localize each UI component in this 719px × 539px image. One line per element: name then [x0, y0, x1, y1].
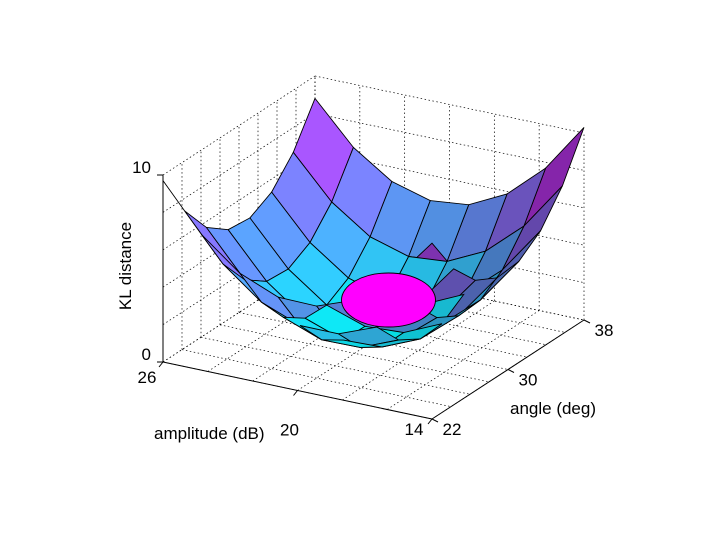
y-tick-label: 22 — [443, 420, 462, 439]
minimum-marker-layer — [341, 272, 436, 328]
floor-gridline — [200, 336, 471, 395]
y-tick-mark — [431, 418, 439, 423]
x-tick-mark — [427, 418, 433, 425]
y-tick-label: 30 — [519, 371, 538, 390]
x-axis-label: amplitude (dB) — [154, 424, 265, 443]
y-axis-label: angle (deg) — [510, 399, 596, 418]
y-tick-label: 38 — [595, 321, 614, 340]
x-tick-label: 14 — [405, 420, 424, 439]
tick-labels: 0 10 26 20 14 22 30 38 — [132, 158, 613, 440]
x-tick-mark — [158, 361, 164, 368]
floor-gridline — [181, 349, 452, 407]
y-tick-mark — [507, 369, 515, 373]
x-tick-label: 26 — [138, 368, 157, 387]
axis-labels: KL distance amplitude (dB) angle (deg) — [116, 222, 596, 443]
y-tick-mark — [583, 319, 591, 324]
x-tick-mark — [293, 390, 298, 396]
floor-gridline — [219, 324, 490, 383]
z-tick-label: 10 — [132, 158, 151, 177]
right-wall-gridline — [314, 75, 585, 134]
z-axis-label: KL distance — [116, 222, 135, 310]
x-tick-label: 20 — [280, 421, 299, 440]
surface-panel — [321, 339, 382, 348]
minimum-marker — [341, 272, 436, 328]
z-tick-label: 0 — [142, 345, 151, 364]
right-wall-gridline — [314, 113, 585, 171]
surface-mesh — [162, 97, 585, 348]
